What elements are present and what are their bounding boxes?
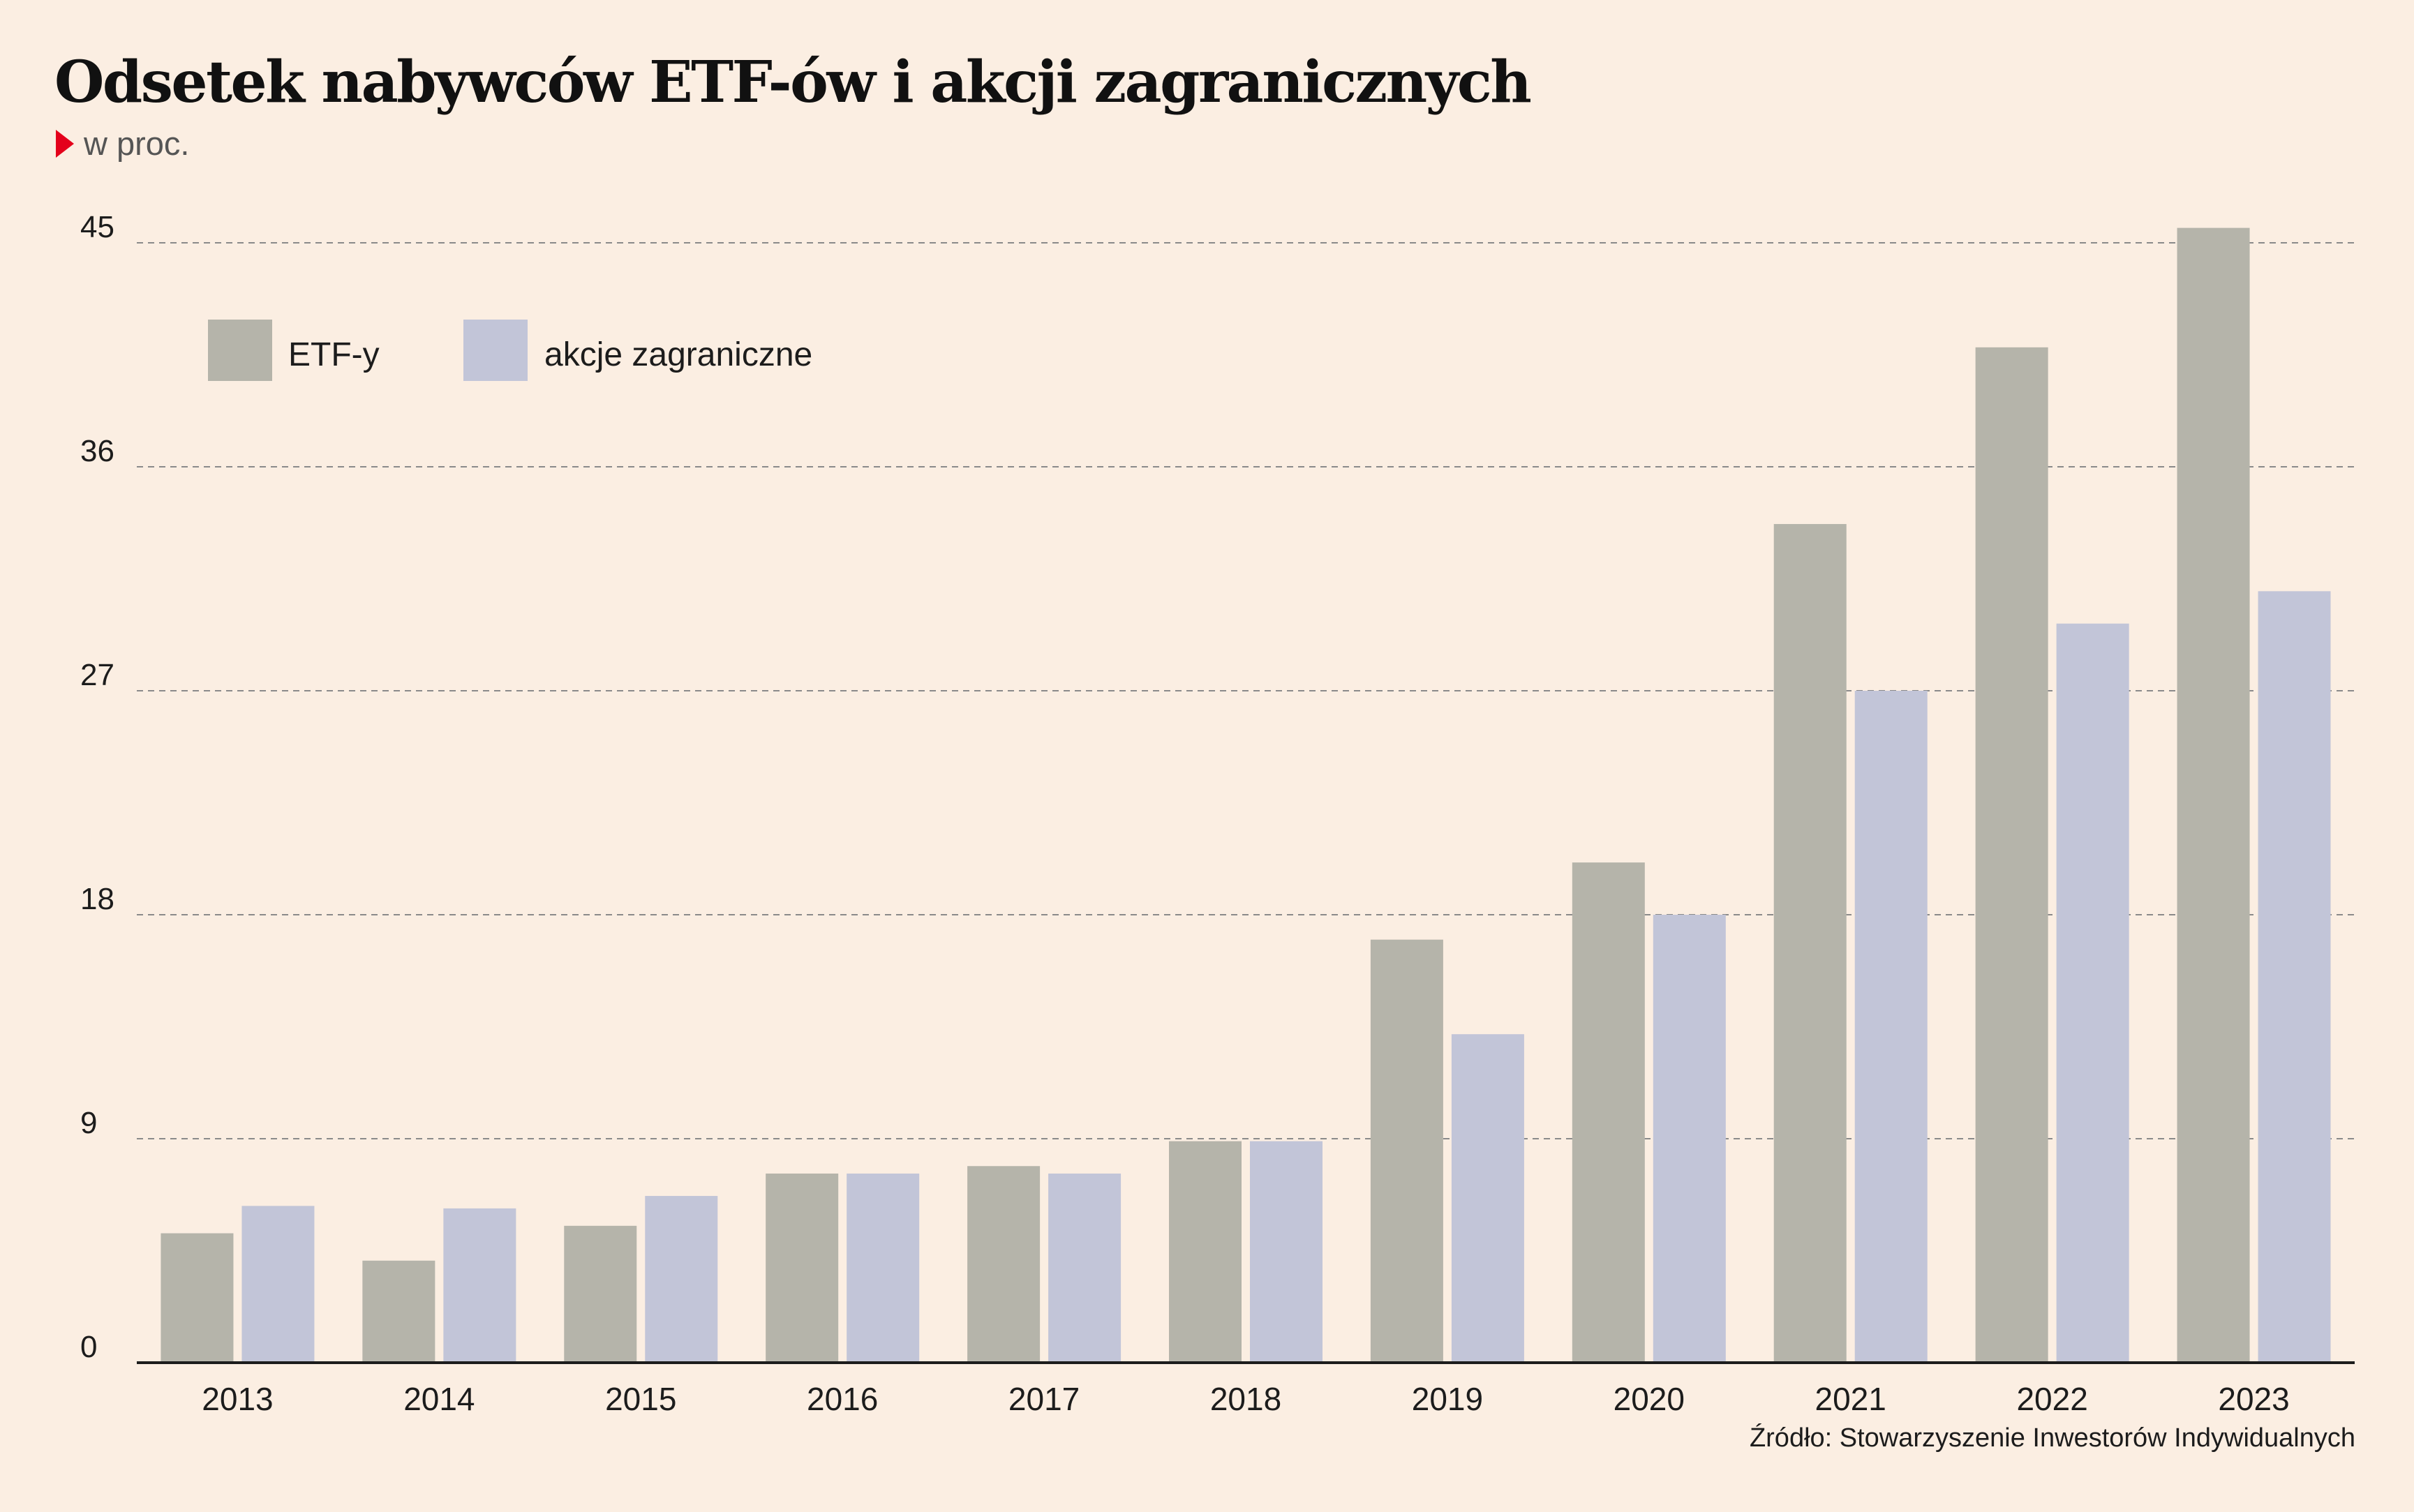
bar-etf-2018: [1169, 1141, 1242, 1363]
x-tick-label: 2013: [202, 1381, 273, 1417]
legend: ETF-y akcje zagraniczne: [208, 320, 812, 381]
x-tick-label: 2022: [2016, 1381, 2087, 1417]
bar-etf-2020: [1572, 862, 1645, 1363]
y-tick-label: 9: [80, 1106, 97, 1140]
bar-foreign-stocks-2023: [2258, 591, 2331, 1363]
x-tick-label: 2019: [1412, 1381, 1483, 1417]
unit-label: w proc.: [84, 125, 190, 162]
source-note: Źródło: Stowarzyszenie Inwestorów Indywi…: [1749, 1423, 2355, 1453]
chart-title: Odsetek nabywców ETF-ów i akcji zagranic…: [54, 49, 1532, 116]
y-tick-label: 0: [80, 1330, 97, 1364]
bar-etf-2016: [766, 1173, 839, 1363]
legend-swatch-foreign-stocks: [463, 320, 528, 381]
bars: [161, 227, 2331, 1363]
x-tick-label: 2014: [403, 1381, 475, 1417]
axes: 0 9 18 27 36 45 2013 2014 2015 2016 2017 2018 2019 20…: [80, 210, 2355, 1417]
bar-etf-2017: [967, 1166, 1041, 1363]
legend-label-etf: ETF-y: [288, 336, 380, 373]
legend-swatch-etf: [208, 320, 272, 381]
x-tick-label: 2018: [1210, 1381, 1281, 1417]
bar-foreign-stocks-2013: [241, 1206, 315, 1363]
bar-etf-2022: [1975, 347, 2048, 1363]
x-tick-label: 2015: [605, 1381, 676, 1417]
x-tick-label: 2016: [807, 1381, 878, 1417]
bar-foreign-stocks-2019: [1451, 1034, 1524, 1363]
y-tick-label: 36: [80, 434, 114, 468]
bar-etf-2019: [1370, 939, 1443, 1363]
bar-foreign-stocks-2018: [1250, 1141, 1323, 1363]
y-tick-label: 18: [80, 882, 114, 916]
bar-foreign-stocks-2022: [2056, 623, 2129, 1363]
bar-etf-2014: [362, 1260, 435, 1363]
y-tick-label: 45: [80, 210, 114, 244]
y-tick-label: 27: [80, 658, 114, 692]
bar-foreign-stocks-2016: [847, 1173, 920, 1363]
bar-etf-2023: [2177, 227, 2250, 1363]
bar-etf-2013: [161, 1233, 234, 1363]
bar-foreign-stocks-2020: [1653, 915, 1726, 1363]
x-tick-label: 2021: [1815, 1381, 1886, 1417]
x-tick-label: 2023: [2218, 1381, 2289, 1417]
bar-etf-2015: [564, 1225, 637, 1363]
bar-foreign-stocks-2021: [1854, 691, 1928, 1363]
bar-etf-2021: [1773, 524, 1847, 1363]
x-tick-label: 2020: [1614, 1381, 1685, 1417]
x-tick-label: 2017: [1008, 1381, 1080, 1417]
bar-foreign-stocks-2014: [443, 1208, 516, 1363]
bar-foreign-stocks-2015: [645, 1196, 718, 1363]
red-triangle-icon: [56, 129, 74, 158]
chart-subtitle: w proc.: [56, 124, 190, 163]
bar-foreign-stocks-2017: [1048, 1173, 1122, 1363]
legend-label-foreign-stocks: akcje zagraniczne: [544, 336, 812, 373]
